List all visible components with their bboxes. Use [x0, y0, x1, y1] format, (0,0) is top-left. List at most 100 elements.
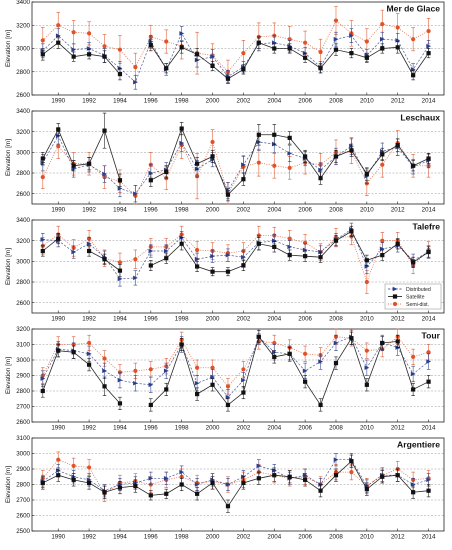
- data-point: [225, 384, 231, 389]
- data-point: [71, 54, 76, 59]
- data-point: [426, 488, 431, 493]
- x-tick-label: 2010: [360, 316, 374, 323]
- data-point: [164, 387, 169, 392]
- series-line: [42, 459, 429, 492]
- y-tick-label: 2900: [16, 466, 30, 473]
- x-tick-label: 2012: [391, 316, 405, 323]
- data-point: [210, 374, 216, 380]
- data-point: [164, 491, 169, 496]
- data-point: [303, 477, 308, 482]
- x-tick-label: 2002: [237, 316, 251, 323]
- x-tick-label: 2012: [391, 207, 405, 214]
- data-point: [411, 37, 416, 42]
- series-satellite: [40, 454, 431, 513]
- x-tick-label: 2006: [298, 98, 312, 105]
- data-point: [148, 402, 153, 408]
- x-tick-label: 1998: [175, 98, 189, 105]
- data-point: [195, 491, 200, 496]
- data-point: [333, 361, 339, 366]
- data-point: [241, 390, 246, 395]
- x-tick-label: 1994: [113, 316, 127, 323]
- data-point: [426, 43, 432, 49]
- series-satellite: [40, 36, 431, 84]
- y-tick-label: 3200: [16, 326, 30, 333]
- data-point: [86, 340, 92, 346]
- data-point: [210, 63, 215, 69]
- y-tick-label: 2900: [16, 373, 30, 380]
- x-tick-label: 2004: [267, 98, 281, 105]
- data-point: [256, 132, 261, 137]
- data-point: [303, 55, 308, 60]
- data-point: [349, 33, 354, 39]
- chart-panel-1: 2600 2800 3000 3200 3400 1990 1992 1994 1996 1998…: [5, 108, 445, 214]
- data-point: [148, 42, 153, 48]
- data-point: [179, 126, 184, 131]
- y-tick-label: 3000: [16, 46, 30, 53]
- data-point: [241, 51, 246, 56]
- data-point: [40, 248, 45, 254]
- data-point: [287, 151, 293, 156]
- x-tick-label: 2000: [206, 98, 220, 105]
- data-point: [272, 163, 277, 168]
- data-point: [333, 238, 339, 243]
- data-point: [179, 140, 185, 146]
- data-point: [333, 340, 339, 346]
- data-point: [102, 54, 107, 59]
- legend-entry: Semi-dist.: [406, 302, 429, 308]
- data-point: [364, 365, 370, 371]
- data-point: [194, 380, 200, 386]
- y-axis-label: Elevation [m]: [5, 139, 12, 176]
- data-point: [225, 394, 231, 400]
- data-point: [364, 39, 369, 44]
- y-axis-label: Elevation [m]: [5, 357, 12, 394]
- data-point: [364, 171, 369, 177]
- data-point: [210, 54, 216, 59]
- x-tick-label: 1996: [144, 425, 158, 432]
- data-point: [195, 52, 200, 57]
- data-point: [318, 359, 324, 364]
- x-tick-label: 1990: [51, 534, 65, 541]
- y-tick-label: 2800: [16, 482, 30, 489]
- data-point: [148, 178, 153, 183]
- data-point: [195, 392, 200, 397]
- chart-panel-3: 2600 2700 2800 2900 3000 3100 3200 1990 1992 1994…: [5, 326, 445, 432]
- data-point: [333, 36, 339, 42]
- y-tick-label: 2600: [16, 92, 30, 99]
- y-tick-label: 3100: [16, 342, 30, 349]
- data-point: [210, 382, 215, 387]
- data-point: [40, 38, 45, 43]
- data-point: [210, 480, 215, 486]
- data-point: [40, 52, 45, 57]
- x-tick-label: 2000: [206, 425, 220, 432]
- y-tick-label: 3100: [16, 435, 30, 442]
- y-tick-label: 2600: [16, 513, 30, 520]
- data-point: [71, 47, 77, 52]
- data-point: [287, 253, 292, 258]
- data-point: [303, 379, 308, 384]
- data-point: [364, 348, 369, 353]
- x-tick-label: 1996: [144, 534, 158, 541]
- data-point: [256, 241, 261, 246]
- data-point: [411, 260, 416, 265]
- series-line: [42, 336, 429, 398]
- data-point: [40, 156, 45, 161]
- y-tick-label: 2800: [16, 69, 30, 76]
- data-point: [56, 348, 61, 353]
- data-point: [86, 31, 92, 36]
- x-tick-label: 2012: [391, 425, 405, 432]
- data-point: [287, 135, 292, 140]
- series-satellite: [40, 112, 431, 202]
- x-tick-label: 2010: [360, 534, 374, 541]
- x-tick-label: 2006: [298, 207, 312, 214]
- data-point: [133, 368, 138, 373]
- data-point: [56, 473, 61, 478]
- data-point: [272, 132, 277, 137]
- data-point: [395, 143, 400, 148]
- data-point: [164, 256, 169, 261]
- x-tick-label: 2004: [267, 207, 281, 214]
- data-point: [210, 253, 216, 259]
- data-point: [318, 255, 323, 260]
- data-point: [210, 139, 215, 145]
- data-point: [272, 473, 277, 478]
